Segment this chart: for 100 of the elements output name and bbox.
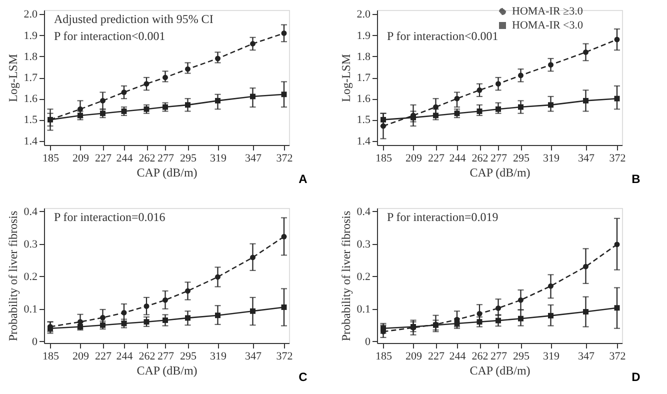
x-tick-label: 185 bbox=[42, 350, 60, 362]
x-tick-label: 209 bbox=[72, 152, 90, 164]
point bbox=[548, 102, 554, 108]
point bbox=[185, 288, 190, 294]
point bbox=[454, 96, 460, 102]
point bbox=[281, 30, 287, 36]
point bbox=[380, 326, 386, 332]
y-tick-label: 1.4 bbox=[24, 135, 38, 148]
point bbox=[496, 318, 501, 324]
y-axis-title: Log-LSM bbox=[6, 54, 20, 102]
y-tick-label: 1.8 bbox=[356, 50, 371, 63]
y-tick-label: 0.4 bbox=[24, 206, 38, 218]
y-tick-label: 0 bbox=[32, 336, 38, 348]
annotation: Adjusted prediction with 95% CI bbox=[54, 12, 214, 26]
x-tick-label: 372 bbox=[276, 350, 293, 362]
point bbox=[162, 317, 168, 323]
x-tick-label: 209 bbox=[406, 152, 422, 164]
x-tick-label: 277 bbox=[490, 152, 508, 164]
point bbox=[548, 62, 554, 68]
point bbox=[583, 264, 588, 270]
x-tick-label: 295 bbox=[513, 152, 530, 164]
point bbox=[583, 98, 588, 104]
point bbox=[518, 72, 524, 78]
x-tick-label: 295 bbox=[513, 350, 530, 362]
x-tick-label: 262 bbox=[138, 152, 156, 164]
x-tick-label: 244 bbox=[449, 350, 466, 362]
point bbox=[281, 234, 287, 240]
point bbox=[250, 308, 256, 314]
point bbox=[185, 102, 190, 108]
y-tick-label: 0.1 bbox=[356, 303, 370, 316]
point bbox=[496, 305, 501, 311]
x-tick-label: 185 bbox=[42, 152, 60, 164]
x-tick-label: 319 bbox=[210, 152, 227, 164]
x-tick-label: 185 bbox=[376, 152, 392, 164]
point bbox=[548, 283, 554, 289]
point bbox=[185, 315, 190, 321]
point bbox=[614, 96, 620, 102]
y-tick-label: 1.8 bbox=[24, 50, 38, 63]
point bbox=[48, 116, 53, 122]
y-tick-label: 0.2 bbox=[24, 270, 38, 283]
point bbox=[281, 304, 287, 310]
y-tick-label: 1.5 bbox=[24, 114, 38, 126]
point bbox=[144, 304, 150, 309]
y-tick-label: 0.1 bbox=[24, 303, 38, 316]
text: C bbox=[298, 370, 308, 384]
y-tick-label: 1.7 bbox=[24, 72, 38, 84]
point bbox=[496, 106, 501, 112]
x-tick-label: 262 bbox=[472, 152, 488, 164]
legend-label: HOMA-IR ≥3.0 bbox=[512, 6, 584, 18]
point bbox=[144, 81, 150, 87]
x-axis-title: CAP (dB/m) bbox=[136, 166, 198, 180]
x-tick-label: 262 bbox=[472, 350, 488, 362]
x-tick-label: 372 bbox=[609, 350, 626, 362]
point bbox=[614, 305, 620, 311]
x-tick-label: 347 bbox=[245, 152, 262, 164]
y-tick-label: 1.6 bbox=[356, 93, 371, 106]
point bbox=[614, 242, 620, 248]
point bbox=[583, 49, 588, 55]
point bbox=[476, 108, 482, 114]
x-tick-label: 347 bbox=[578, 152, 595, 164]
point bbox=[215, 56, 220, 62]
x-tick-label: 277 bbox=[158, 350, 174, 362]
annotation: P for interaction<0.001 bbox=[54, 29, 166, 43]
y-tick-label: 1.9 bbox=[24, 30, 38, 42]
y-tick-label: 2.0 bbox=[24, 8, 38, 21]
x-tick-label: 277 bbox=[490, 350, 508, 362]
annotation: P for interaction=0.019 bbox=[387, 210, 498, 224]
point bbox=[121, 310, 127, 316]
x-tick-label: 244 bbox=[116, 152, 134, 164]
legend-label: HOMA-IR <3.0 bbox=[512, 20, 584, 32]
point bbox=[548, 312, 554, 318]
x-tick-label: 347 bbox=[578, 350, 595, 362]
x-tick-label: 185 bbox=[376, 350, 392, 362]
point bbox=[250, 94, 256, 100]
x-tick-label: 227 bbox=[428, 350, 445, 362]
point bbox=[433, 104, 438, 110]
x-tick-label: 295 bbox=[180, 350, 197, 362]
y-tick-label: 0.3 bbox=[24, 238, 38, 250]
point bbox=[100, 98, 106, 104]
point bbox=[614, 36, 620, 42]
x-tick-label: 277 bbox=[158, 152, 174, 164]
x-tick-label: 209 bbox=[406, 350, 422, 362]
x-tick-label: 347 bbox=[245, 350, 262, 362]
annotation: P for interaction<0.001 bbox=[387, 29, 498, 43]
x-tick-label: 227 bbox=[428, 152, 445, 164]
y-tick-label: 1.7 bbox=[356, 72, 371, 84]
annotation: P for interaction=0.016 bbox=[54, 210, 166, 224]
y-tick-label: 1.4 bbox=[356, 135, 371, 148]
y-axis-title: Probability of liver fibrosis bbox=[6, 210, 20, 342]
point bbox=[476, 310, 482, 316]
point bbox=[380, 116, 386, 122]
x-axis-title: CAP (dB/m) bbox=[470, 166, 530, 180]
point bbox=[496, 81, 501, 87]
x-tick-label: 372 bbox=[276, 152, 293, 164]
x-tick-label: 209 bbox=[72, 350, 90, 362]
point bbox=[583, 309, 588, 315]
x-tick-label: 227 bbox=[95, 152, 112, 164]
x-tick-label: 244 bbox=[449, 152, 466, 164]
y-axis-title: Log-LSM bbox=[338, 54, 353, 102]
y-tick-label: 2.0 bbox=[356, 8, 371, 21]
